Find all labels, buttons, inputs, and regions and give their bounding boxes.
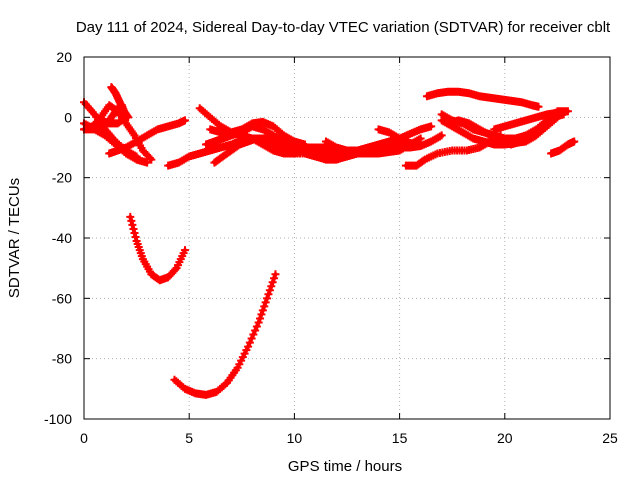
data-point (251, 326, 260, 335)
y-axis-ticks: -100 -80 -60 -40 -20 0 20 (44, 49, 610, 427)
data-point (122, 113, 131, 122)
y-tick-label: -40 (52, 230, 72, 246)
x-tick-label: 10 (287, 430, 303, 446)
data-point (427, 122, 436, 131)
series-arc-8 (126, 212, 189, 285)
data-point (247, 334, 256, 343)
data-point (145, 154, 154, 163)
data-point (129, 224, 138, 233)
data-point (553, 108, 562, 117)
data-point (437, 131, 446, 140)
data-point (131, 232, 140, 241)
x-axis-ticks: 0 5 10 15 20 25 (80, 57, 618, 446)
data-point (249, 330, 258, 339)
data-point (270, 274, 279, 283)
data-point (256, 314, 265, 323)
data-point (570, 137, 579, 146)
x-tick-label: 15 (392, 430, 408, 446)
data-point (271, 270, 280, 279)
data-series (80, 83, 579, 399)
data-point (180, 116, 189, 125)
grid-lines (84, 57, 610, 419)
series-arc-23 (443, 110, 568, 149)
data-point (264, 290, 273, 299)
series-arc-9 (170, 270, 280, 399)
data-point (244, 342, 253, 351)
data-point (265, 286, 274, 295)
series-arc-20 (422, 87, 543, 111)
data-point (257, 310, 266, 319)
x-tick-label: 5 (185, 430, 193, 446)
data-point (559, 110, 568, 119)
data-point (128, 220, 137, 229)
y-tick-label: -100 (44, 411, 72, 427)
data-point (127, 216, 136, 225)
data-point (254, 318, 263, 327)
chart-title: Day 111 of 2024, Sidereal Day-to-day VTE… (76, 19, 611, 36)
data-point (268, 278, 277, 287)
plot-frame (83, 56, 611, 420)
x-tick-label: 20 (497, 430, 513, 446)
x-axis-label: GPS time / hours (288, 458, 402, 475)
series-arc-18 (374, 125, 425, 149)
data-point (180, 246, 189, 255)
series-arc-25 (547, 137, 579, 158)
data-point (534, 102, 543, 111)
series-arc-24 (490, 108, 562, 134)
y-tick-label: 20 (56, 49, 72, 65)
data-point (267, 282, 276, 291)
data-point (245, 338, 254, 347)
series-line (172, 272, 278, 397)
y-tick-label: -60 (52, 290, 72, 306)
data-point (563, 107, 572, 116)
data-point (171, 265, 180, 274)
y-tick-label: -80 (52, 351, 72, 367)
series-arc-4 (105, 116, 189, 158)
data-point (143, 158, 152, 167)
data-point (126, 212, 135, 221)
data-point (258, 306, 267, 315)
data-point (416, 140, 425, 149)
series-arc-7 (96, 113, 131, 128)
y-tick-label: 0 (64, 109, 72, 125)
y-axis-label: SDTVAR / TECUs (6, 178, 23, 298)
data-point (130, 228, 139, 237)
data-point (252, 322, 261, 331)
data-point (263, 294, 272, 303)
data-point (120, 114, 129, 123)
data-point (260, 302, 269, 311)
y-tick-label: -20 (52, 170, 72, 186)
x-tick-label: 0 (80, 430, 88, 446)
data-point (261, 298, 270, 307)
x-tick-label: 25 (602, 430, 618, 446)
series-arc-17 (321, 134, 425, 158)
data-point (147, 155, 156, 164)
